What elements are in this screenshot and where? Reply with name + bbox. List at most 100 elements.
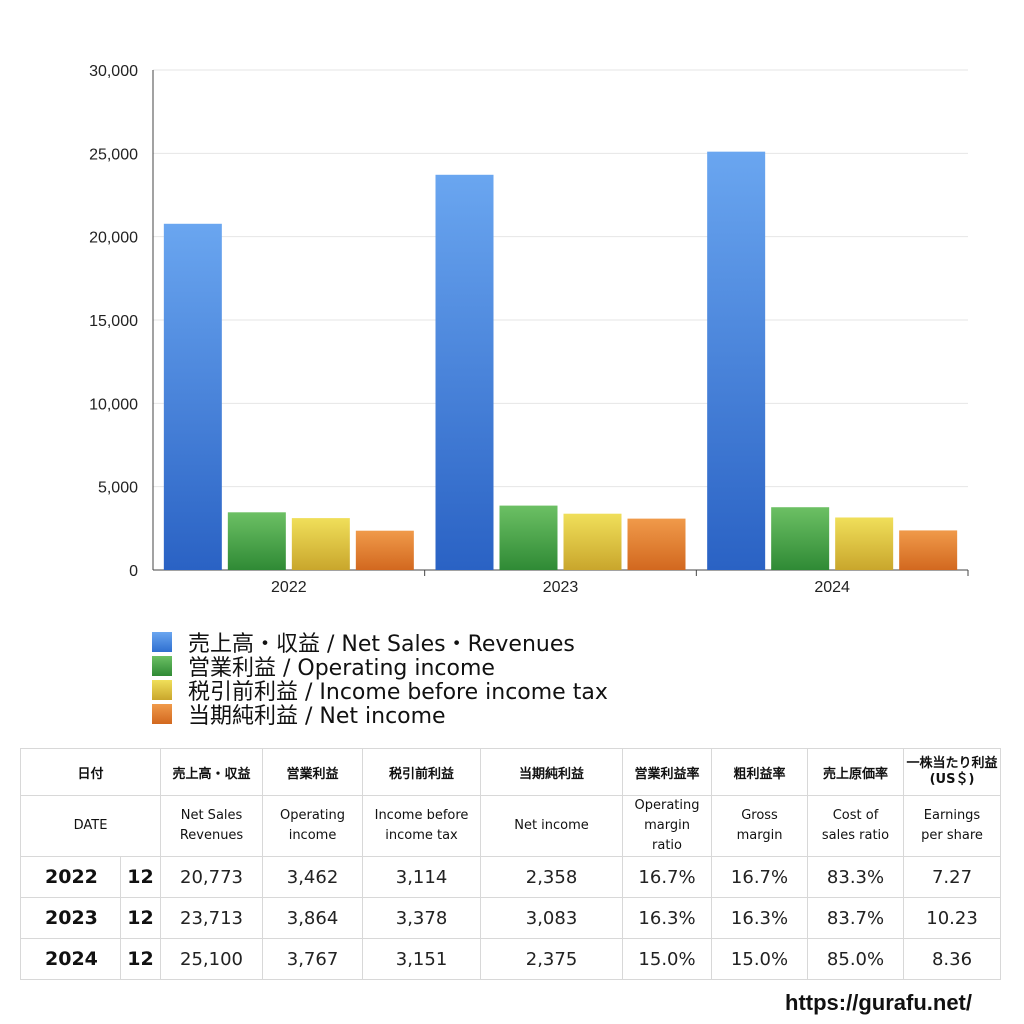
header-ibt-en-line1: Income before [374, 808, 469, 823]
header-net-sales-en: Net Sales Revenues [160, 795, 264, 857]
header-gross-en-line1: Gross [741, 808, 778, 823]
y-tick-label: 0 [129, 563, 138, 580]
cell-net-sales: 23,713 [160, 897, 264, 939]
cell-year: 2023 [20, 897, 121, 939]
header-cost-ratio-jp: 売上原価率 [807, 748, 905, 796]
cell-cost-ratio: 83.3% [807, 856, 905, 898]
header-cost-ratio-en: Cost of sales ratio [807, 795, 905, 857]
cell-month: 12 [119, 856, 162, 898]
table-row: 2024 12 25,100 3,767 3,151 2,375 15.0% 1… [20, 938, 1002, 980]
cell-operating-income: 3,462 [262, 856, 364, 898]
y-tick-label: 15,000 [89, 313, 138, 330]
cell-year: 2022 [20, 856, 121, 898]
x-tick-label: 2024 [814, 579, 850, 596]
bar-2023-series-0 [435, 174, 494, 571]
table-row: 2023 12 23,713 3,864 3,378 3,083 16.3% 1… [20, 897, 1002, 939]
header-cost-en-line1: Cost of [832, 808, 879, 823]
header-opm-en-line1: Operating [634, 798, 700, 813]
header-operating-income-jp: 営業利益 [262, 748, 364, 796]
cell-income-before-tax: 3,378 [362, 897, 482, 939]
bar-2024-series-0 [707, 151, 766, 570]
header-gross-margin-en: Gross margin [711, 795, 809, 857]
cell-net-income: 2,358 [480, 856, 624, 898]
header-net-sales-jp: 売上高・収益 [160, 748, 264, 796]
legend-item-operating-income: 営業利益 / Operating income [152, 654, 608, 681]
cell-gross-margin: 16.3% [711, 897, 809, 939]
header-net-sales-en-line2: Revenues [179, 828, 244, 843]
legend-label-income-before-tax: 税引前利益 / Income before income tax [188, 680, 608, 705]
header-net-income-jp: 当期純利益 [480, 748, 624, 796]
header-eps-en-line1: Earnings [923, 808, 981, 823]
x-tick-label: 2022 [271, 579, 307, 596]
cell-net-sales: 25,100 [160, 938, 264, 980]
header-cost-en-line2: sales ratio [821, 828, 890, 843]
bar-2022-series-2 [291, 518, 350, 570]
bar-2024-series-1 [771, 507, 830, 570]
header-gross-margin-jp: 粗利益率 [711, 748, 809, 796]
bar-2023-series-2 [563, 513, 622, 570]
header-eps-jp-line2: (US＄) [929, 772, 975, 787]
legend-swatch-income-before-tax [152, 680, 172, 700]
legend-item-income-before-tax: 税引前利益 / Income before income tax [152, 678, 608, 705]
header-income-before-tax-jp: 税引前利益 [362, 748, 482, 796]
y-tick-label: 25,000 [89, 146, 138, 163]
cell-cost-ratio: 85.0% [807, 938, 905, 980]
bar-2023-series-3 [627, 518, 686, 570]
header-operating-en-line2: income [288, 828, 337, 843]
cell-income-before-tax: 3,114 [362, 856, 482, 898]
legend-swatch-operating-income [152, 656, 172, 676]
header-date-jp: 日付 [19, 748, 162, 796]
header-eps-en-line2: per share [921, 828, 983, 843]
cell-income-before-tax: 3,151 [362, 938, 482, 980]
header-ibt-en-line2: income tax [385, 828, 458, 843]
bar-2022-series-3 [355, 530, 414, 570]
legend-item-net-sales: 売上高・収益 / Net Sales・Revenues [152, 630, 608, 657]
legend-label-net-income: 当期純利益 / Net income [188, 704, 446, 729]
cell-net-sales: 20,773 [160, 856, 264, 898]
header-gross-en-line2: margin [736, 828, 783, 843]
cell-month: 12 [119, 897, 162, 939]
y-tick-label: 5,000 [98, 480, 138, 497]
header-operating-en-line1: Operating [280, 808, 346, 823]
bar-2023-series-1 [499, 505, 558, 570]
cell-eps: 8.36 [903, 938, 1002, 980]
header-eps-en: Earnings per share [903, 795, 1002, 857]
header-opm-en-line2: margin [644, 818, 690, 833]
cell-operating-margin: 15.0% [622, 938, 713, 980]
table-row: 2022 12 20,773 3,462 3,114 2,358 16.7% 1… [20, 856, 1002, 898]
header-date-en: DATE [19, 795, 162, 857]
bar-2022-series-0 [163, 223, 222, 571]
cell-gross-margin: 16.7% [711, 856, 809, 898]
header-income-before-tax-en: Income before income tax [362, 795, 482, 857]
legend-item-net-income: 当期純利益 / Net income [152, 702, 608, 729]
cell-net-income: 2,375 [480, 938, 624, 980]
header-operating-margin-en: Operating margin ratio [622, 795, 713, 857]
bar-chart: 0 5,000 10,000 15,000 20,000 25,000 30,000 2022… [89, 63, 969, 596]
cell-month: 12 [119, 938, 162, 980]
cell-operating-income: 3,864 [262, 897, 364, 939]
cell-operating-margin: 16.3% [622, 897, 713, 939]
site-url-link[interactable]: https://gurafu.net/ [785, 990, 972, 1015]
x-tick-label: 2023 [543, 579, 579, 596]
cell-net-income: 3,083 [480, 897, 624, 939]
header-eps-jp: 一株当たり利益 (US＄) [903, 748, 1002, 796]
legend-label-operating-income: 営業利益 / Operating income [188, 656, 495, 681]
legend-swatch-net-sales [152, 632, 172, 652]
cell-eps: 7.27 [903, 856, 1002, 898]
cell-gross-margin: 15.0% [711, 938, 809, 980]
header-operating-margin-jp: 営業利益率 [622, 748, 713, 796]
cell-operating-margin: 16.7% [622, 856, 713, 898]
bar-2024-series-2 [835, 517, 894, 570]
cell-cost-ratio: 83.7% [807, 897, 905, 939]
table-header-jp-row: 日付 売上高・収益 営業利益 税引前利益 当期純利益 営業利益率 粗利益率 売上… [19, 748, 1002, 796]
bar-2022-series-1 [227, 512, 286, 570]
bar-2024-series-3 [899, 530, 958, 570]
y-tick-label: 20,000 [89, 230, 138, 247]
financial-data-table: 日付 売上高・収益 営業利益 税引前利益 当期純利益 営業利益率 粗利益率 売上… [19, 748, 1002, 980]
header-net-income-en: Net income [480, 795, 624, 857]
cell-operating-income: 3,767 [262, 938, 364, 980]
legend-swatch-net-income [152, 704, 172, 724]
legend-label-net-sales: 売上高・収益 / Net Sales・Revenues [188, 632, 575, 657]
chart-legend: 売上高・収益 / Net Sales・Revenues 営業利益 / Opera… [152, 630, 608, 729]
header-eps-jp-line1: 一株当たり利益 [906, 756, 998, 771]
